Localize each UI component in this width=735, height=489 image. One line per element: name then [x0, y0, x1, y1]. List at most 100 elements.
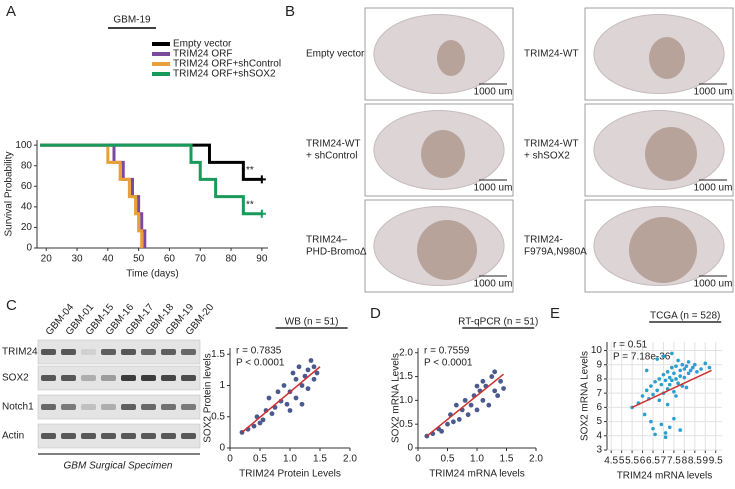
- stat-text: P = 7.18e-36: [613, 352, 671, 363]
- x-tick-label: 0: [227, 454, 233, 465]
- scatter-point: [693, 362, 697, 367]
- legend-label: TRIM24 ORF+shSOX2: [173, 69, 276, 80]
- scale-bar-label: 1000 um: [694, 279, 733, 290]
- y-tick-label: 8: [596, 374, 602, 385]
- scatter-point: [299, 401, 305, 407]
- scatter-point: [311, 376, 317, 382]
- fit-line: [426, 373, 505, 437]
- y-tick-label: 20: [21, 222, 33, 233]
- scatter-point: [661, 372, 666, 377]
- scatter-point: [684, 385, 689, 390]
- legend-label: TRIM24 ORF+shControl: [173, 59, 281, 70]
- panel-label: D: [370, 305, 381, 322]
- scatter-point: [474, 383, 480, 389]
- scatter-point: [642, 412, 647, 417]
- blot-band: [181, 375, 196, 381]
- scatter-point: [456, 417, 462, 422]
- blot-band: [121, 349, 136, 355]
- x-tick-label: 4.5: [604, 456, 618, 467]
- scatter-point: [284, 401, 290, 407]
- x-tick-label: 5: [619, 456, 625, 467]
- y-tick-label: 1.5: [211, 349, 225, 360]
- fit-line: [631, 369, 712, 409]
- blot-band: [161, 375, 176, 381]
- x-tick-label: 6: [640, 456, 646, 467]
- scatter-point: [480, 378, 486, 384]
- blot-band: [41, 404, 56, 410]
- y-tick-label: 1.5: [399, 371, 413, 382]
- y-tick-label: 0.5: [211, 411, 225, 422]
- scatter-point: [657, 398, 662, 403]
- x-tick-label: 0.5: [253, 454, 267, 465]
- blot-band: [121, 433, 136, 439]
- scatter-point: [663, 431, 668, 435]
- scatter-point: [305, 386, 311, 392]
- x-tick-label: 90: [256, 254, 268, 265]
- censor-mark: [257, 209, 266, 218]
- scatter-point: [290, 370, 296, 376]
- blot-band: [81, 349, 96, 355]
- scatter-point: [670, 378, 674, 383]
- tumor-region: [649, 37, 685, 79]
- blot-band: [161, 433, 176, 439]
- blot-band: [141, 349, 156, 355]
- x-tick-label: 30: [71, 254, 83, 265]
- scale-bar-label: 1000 um: [474, 183, 513, 194]
- scatter-point: [451, 419, 456, 425]
- blot-band: [61, 375, 76, 381]
- blot-band: [61, 404, 76, 410]
- x-tick-label: 80: [225, 254, 237, 265]
- scale-bar-label: 1000 um: [474, 279, 513, 290]
- scatter-point: [269, 411, 275, 417]
- y-tick-label: 1: [219, 380, 225, 391]
- scatter-point: [495, 393, 501, 399]
- blot-band: [121, 404, 136, 410]
- scatter-point: [498, 378, 503, 384]
- y-tick-label: 7: [596, 388, 602, 399]
- y-tick-label: 80: [21, 160, 33, 171]
- image-label: TRIM24-WT: [306, 139, 360, 150]
- x-tick-label: 9: [702, 456, 708, 467]
- y-tick-label: 0: [26, 243, 32, 254]
- x-tick-label: 5.5: [625, 456, 639, 467]
- scatter-point: [667, 382, 672, 387]
- scatter-point: [672, 371, 676, 376]
- blot-band: [181, 404, 196, 410]
- blot-band: [161, 349, 176, 355]
- image-label: Empty vector: [306, 49, 365, 60]
- scatter-point: [468, 402, 474, 408]
- x-axis-label: TRIM24 mRNA levels: [617, 471, 713, 482]
- scatter-point: [678, 374, 682, 378]
- scatter-point: [690, 365, 695, 370]
- scatter-point: [462, 397, 468, 403]
- axis: [36, 140, 268, 249]
- tumor-region: [417, 220, 477, 280]
- y-tick-label: 1.0: [399, 395, 413, 406]
- chart-title: RT-qPCR (n = 51): [458, 317, 538, 328]
- scatter-point: [260, 417, 266, 423]
- scatter-point: [672, 416, 676, 421]
- x-axis-label: TRIM24 mRNA levels: [429, 469, 525, 480]
- y-tick-label: 0.5: [399, 419, 413, 430]
- scatter-point: [651, 426, 655, 431]
- scatter-point: [678, 428, 682, 432]
- x-axis-label: TRIM24 Protein Levels: [239, 469, 341, 480]
- x-tick-label: 8.5: [688, 456, 702, 467]
- image-label: TRIM24–: [306, 235, 348, 246]
- y-tick-label: 6: [596, 402, 602, 413]
- scatter-point: [703, 361, 708, 366]
- scale-bar-label: 1000 um: [694, 183, 733, 194]
- tumor-region: [645, 127, 697, 181]
- scatter-point: [644, 368, 649, 373]
- image-label: TRIM24-WT: [524, 139, 578, 150]
- significance: **: [246, 199, 254, 210]
- x-tick-label: 9.5: [709, 456, 723, 467]
- blot-row-label: SOX2: [2, 373, 29, 384]
- x-tick-label: 20: [41, 254, 53, 265]
- scatter-point: [699, 367, 703, 371]
- scatter-point: [486, 402, 492, 408]
- x-tick-label: 1.5: [313, 454, 327, 465]
- y-tick-label: 9: [596, 359, 602, 370]
- scatter-point: [676, 381, 680, 386]
- tumor-region: [629, 217, 697, 283]
